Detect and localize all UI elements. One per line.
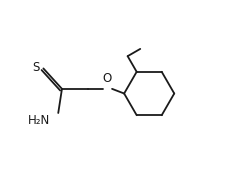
Text: S: S bbox=[32, 61, 40, 74]
Text: H₂N: H₂N bbox=[27, 114, 50, 127]
Text: O: O bbox=[102, 72, 111, 85]
